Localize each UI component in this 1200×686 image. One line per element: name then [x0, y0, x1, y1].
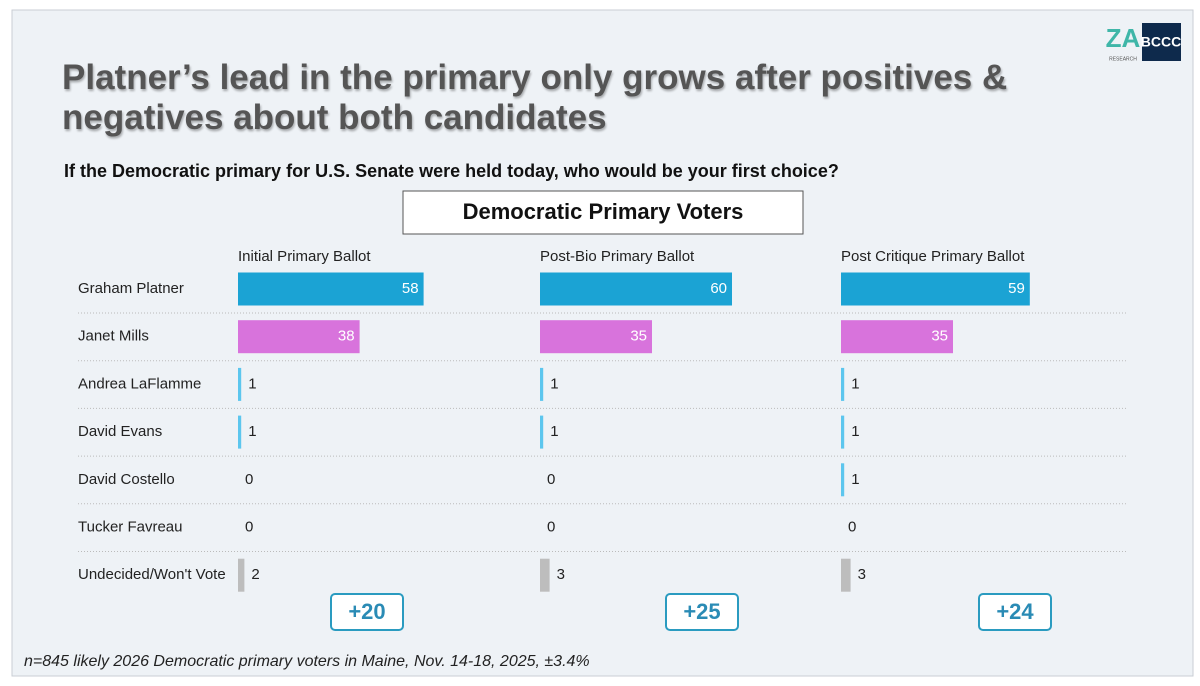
logo-box [1142, 23, 1181, 61]
bar [841, 415, 845, 449]
group-label: Democratic Primary Voters [463, 199, 744, 224]
lead-label: +25 [683, 599, 720, 624]
value-label: 3 [858, 566, 866, 583]
bar [540, 272, 732, 306]
value-label: 1 [550, 423, 558, 440]
value-label: 0 [245, 471, 253, 488]
lead-label: +24 [996, 599, 1034, 624]
bar [238, 320, 360, 354]
chart-title: Platner’s lead in the primary only grows… [62, 58, 1008, 137]
bar [841, 272, 1030, 306]
category-label: David Evans [78, 423, 162, 440]
category-label: Tucker Favreau [78, 518, 182, 535]
category-label: David Costello [78, 471, 175, 488]
logo-za: ZA [1106, 23, 1141, 53]
bar [238, 415, 242, 449]
plot: Graham Platner Janet Mills Andrea LaFlamme… [78, 248, 1128, 631]
group-box [402, 190, 804, 235]
category-label: Janet Mills [78, 328, 149, 345]
value-label: 1 [851, 375, 859, 392]
logo-bccc: BCCC [1141, 34, 1181, 50]
value-label: 59 [1008, 280, 1025, 297]
bar [841, 558, 851, 592]
logo: ZA RESEARCH BCCC [1106, 23, 1182, 62]
value-label: 38 [338, 328, 355, 345]
lead-box [665, 593, 739, 631]
category-label: Andrea LaFlamme [78, 375, 201, 392]
value-label: 1 [248, 375, 256, 392]
value-label: 60 [710, 280, 727, 297]
value-label: 35 [630, 328, 647, 345]
bar [841, 463, 845, 497]
value-label: 1 [851, 423, 859, 440]
bar [540, 367, 544, 401]
note: n=845 likely 2026 Democratic primary vot… [24, 653, 590, 670]
value-label: 1 [851, 471, 859, 488]
value-label: 0 [245, 518, 253, 535]
lead-box [330, 593, 404, 631]
bar [238, 558, 245, 592]
panel-title: Post Critique Primary Ballot [841, 248, 1025, 265]
value-label: 58 [402, 280, 419, 297]
value-label: 35 [931, 328, 948, 345]
value-label: 0 [547, 471, 555, 488]
subtitle: If the Democratic primary for U.S. Senat… [64, 161, 839, 181]
title-wrap: Platner’s lead in the primary only grows… [62, 58, 1008, 137]
bar [540, 558, 550, 592]
value-label: 1 [550, 375, 558, 392]
lead-box [978, 593, 1052, 631]
panel-title: Initial Primary Ballot [238, 248, 371, 265]
lead-label: +20 [348, 599, 385, 624]
bar [841, 367, 845, 401]
bar [540, 415, 544, 449]
bar [540, 320, 652, 354]
category-label: Undecided/Won't Vote [78, 566, 226, 583]
value-label: 0 [547, 518, 555, 535]
value-label: 1 [248, 423, 256, 440]
panel-title: Post-Bio Primary Ballot [540, 248, 695, 265]
value-label: 0 [848, 518, 856, 535]
bar [238, 367, 242, 401]
bar [841, 320, 953, 354]
value-label: 2 [251, 566, 259, 583]
category-label: Graham Platner [78, 280, 184, 297]
value-label: 3 [557, 566, 565, 583]
logo-za-sub: RESEARCH [1109, 56, 1137, 62]
bar [238, 272, 424, 306]
